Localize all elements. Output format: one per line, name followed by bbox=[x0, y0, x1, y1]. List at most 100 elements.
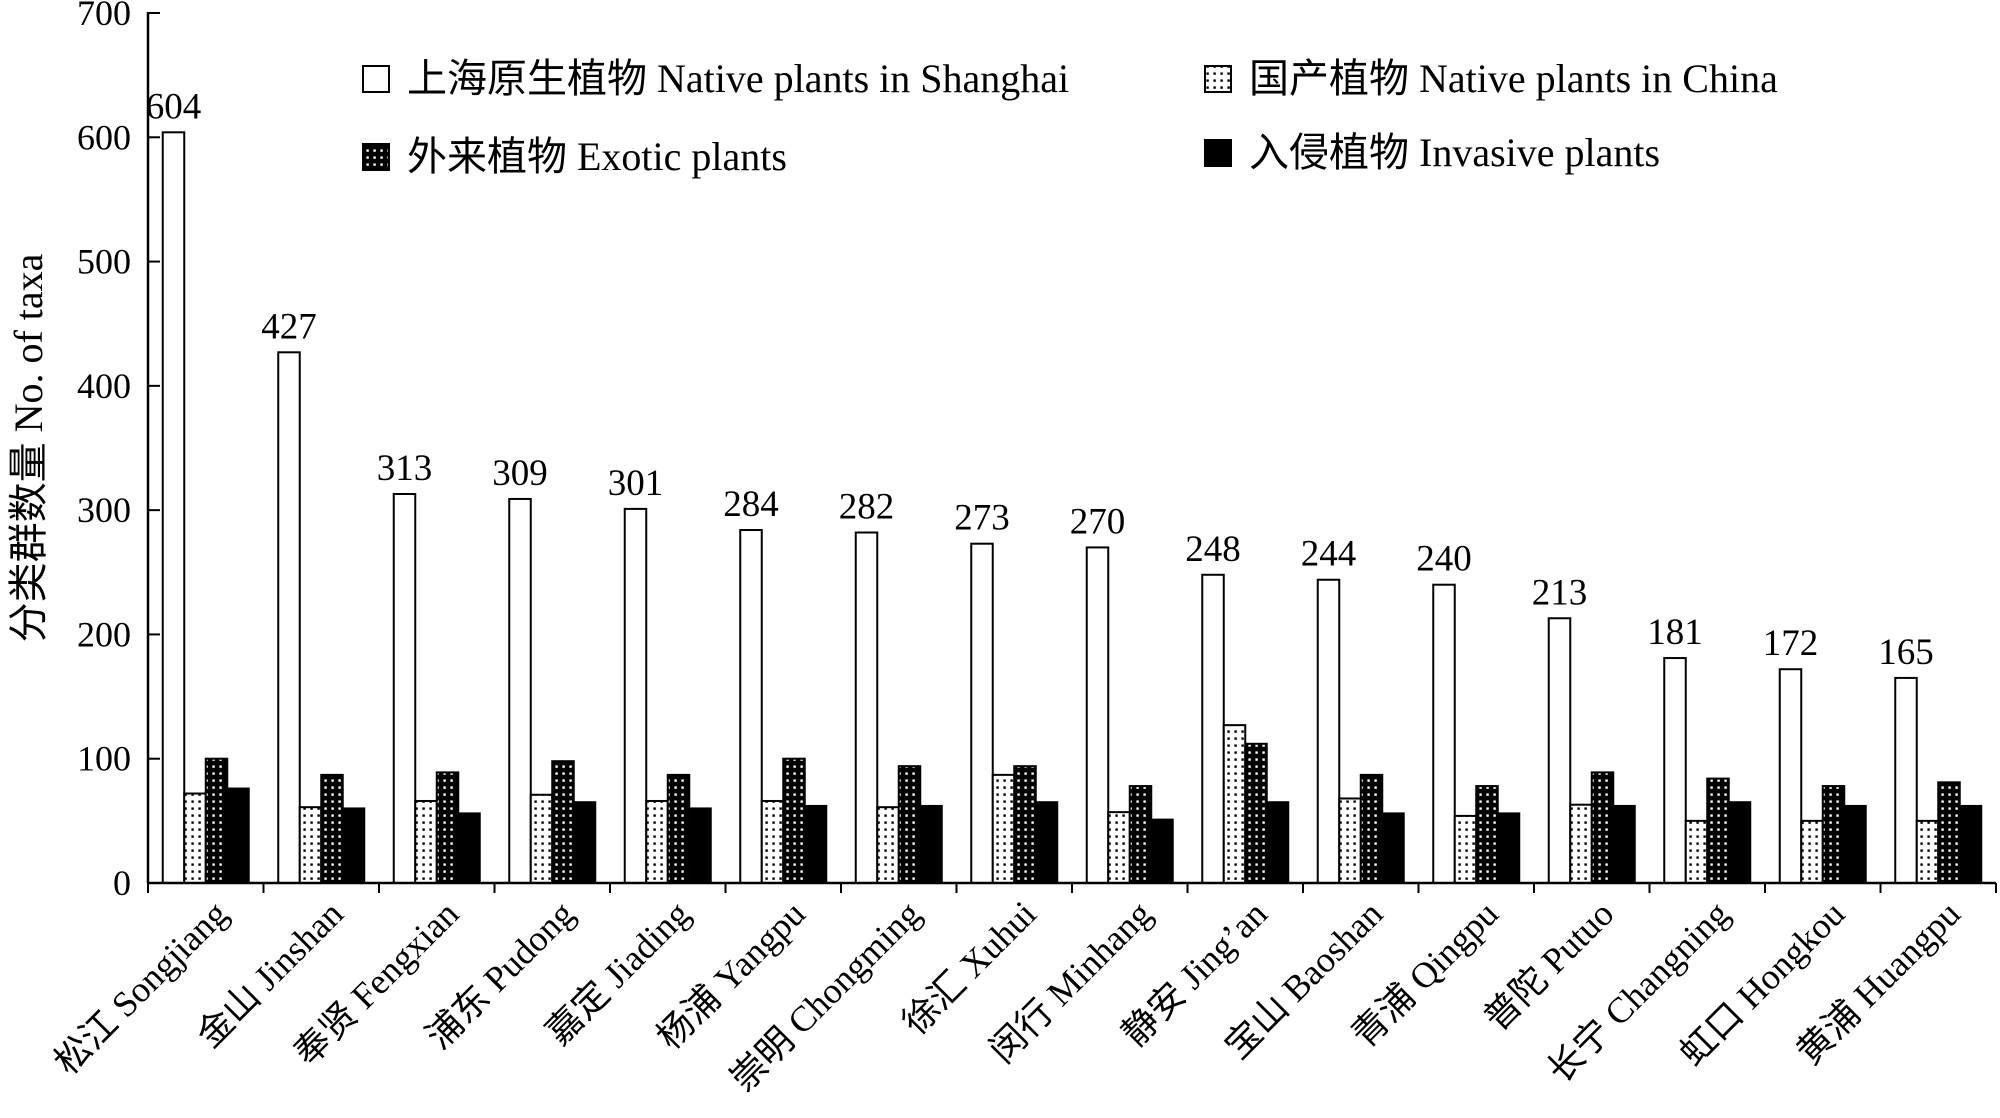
native-china-bar bbox=[1338, 797, 1362, 884]
invasive-bar bbox=[457, 812, 481, 885]
invasive-bar bbox=[688, 807, 712, 884]
data-label: 284 bbox=[723, 484, 779, 525]
exotic-bar bbox=[1475, 785, 1499, 884]
exotic-bar bbox=[1244, 742, 1268, 884]
exotic-bar bbox=[320, 773, 344, 884]
legend-swatch bbox=[362, 143, 390, 171]
legend-swatch bbox=[1204, 65, 1232, 93]
legend-item-native-china: 国产植物 Native plants in China bbox=[1204, 56, 1778, 101]
data-label: 213 bbox=[1532, 572, 1588, 613]
native-shanghai-bar bbox=[1201, 573, 1225, 885]
data-label: 282 bbox=[839, 487, 895, 528]
y-tick-label: 700 bbox=[77, 0, 131, 33]
native-china-bar bbox=[645, 799, 669, 884]
data-labels-layer: 604 427 313 309 301 284 282 273 270 248 244 240 213 1… bbox=[146, 86, 1934, 673]
legend-label: 入侵植物 Invasive plants bbox=[1249, 130, 1660, 175]
legend-item-exotic: 外来植物 Exotic plants bbox=[362, 134, 787, 179]
invasive-bar bbox=[1612, 804, 1636, 884]
exotic-bar bbox=[782, 757, 806, 885]
invasive-bar bbox=[803, 804, 828, 884]
data-label: 427 bbox=[261, 306, 317, 347]
data-label: 165 bbox=[1878, 632, 1934, 673]
legend-item-native-shanghai: 上海原生植物 Native plants in Shanghai bbox=[362, 56, 1069, 101]
invasive-bar bbox=[572, 801, 597, 885]
data-label: 313 bbox=[377, 448, 433, 489]
native-china-bar bbox=[1222, 724, 1247, 884]
legend-swatch bbox=[1204, 139, 1232, 167]
native-china-bar bbox=[1684, 819, 1709, 884]
native-china-bar bbox=[1569, 803, 1593, 885]
data-label: 244 bbox=[1301, 534, 1357, 575]
invasive-bar bbox=[1843, 804, 1867, 884]
invasive-bar bbox=[1150, 818, 1174, 884]
native-shanghai-bar bbox=[508, 497, 532, 884]
exotic-bar bbox=[435, 771, 460, 885]
native-shanghai-bar bbox=[1894, 676, 1918, 884]
native-shanghai-bar bbox=[1432, 583, 1456, 885]
invasive-bar bbox=[1958, 804, 1983, 884]
native-shanghai-bar bbox=[1316, 578, 1341, 884]
exotic-bar bbox=[1821, 785, 1846, 884]
native-china-bar bbox=[760, 799, 785, 884]
data-label: 273 bbox=[954, 498, 1010, 539]
y-tick-label: 100 bbox=[77, 739, 131, 779]
native-shanghai-bar bbox=[1085, 546, 1110, 884]
data-label: 248 bbox=[1185, 529, 1241, 570]
exotic-bar bbox=[666, 773, 691, 884]
invasive-bar bbox=[1496, 812, 1521, 885]
native-shanghai-bar bbox=[1547, 617, 1572, 885]
exotic-bar bbox=[551, 760, 575, 885]
legend-label: 国产植物 Native plants in China bbox=[1249, 56, 1778, 101]
native-shanghai-bar bbox=[970, 542, 994, 884]
native-shanghai-bar bbox=[392, 492, 417, 884]
y-tick-label: 300 bbox=[77, 490, 131, 530]
invasive-bar bbox=[1727, 801, 1752, 885]
legend-item-invasive: 入侵植物 Invasive plants bbox=[1204, 130, 1660, 175]
exotic-bar bbox=[1128, 785, 1153, 884]
data-label: 181 bbox=[1647, 612, 1703, 653]
legend-label: 上海原生植物 Native plants in Shanghai bbox=[407, 56, 1069, 101]
native-shanghai-bar bbox=[739, 529, 763, 885]
native-china-bar bbox=[991, 773, 1016, 884]
y-tick-label: 400 bbox=[77, 366, 131, 406]
x-tick-label: 松江 Songjiang bbox=[47, 893, 236, 1082]
exotic-bar bbox=[204, 757, 229, 885]
exotic-bar bbox=[897, 765, 922, 884]
invasive-bar bbox=[919, 804, 943, 884]
axes: 0 100 200 300 400 500 600 700 bbox=[77, 0, 1997, 903]
legend: 上海原生植物 Native plants in Shanghai 国产植物 Nat… bbox=[362, 56, 1778, 179]
y-tick-label: 0 bbox=[113, 863, 131, 903]
y-tick-label: 500 bbox=[77, 242, 131, 282]
native-china-bar bbox=[1453, 814, 1478, 885]
invasive-bar bbox=[226, 787, 250, 884]
exotic-bar bbox=[1590, 771, 1615, 885]
y-tick-label: 200 bbox=[77, 614, 131, 654]
y-axis-title: 分类群数量 No. of taxa bbox=[6, 253, 51, 642]
native-shanghai-bar bbox=[1778, 668, 1803, 884]
native-china-bar bbox=[183, 792, 207, 885]
exotic-bar bbox=[1706, 777, 1730, 884]
native-china-bar bbox=[529, 793, 554, 885]
native-china-bar bbox=[1107, 811, 1131, 884]
native-china-bar bbox=[1915, 819, 1940, 884]
exotic-bar bbox=[1937, 781, 1961, 885]
y-tick-label: 600 bbox=[77, 117, 131, 157]
native-china-bar bbox=[876, 806, 900, 884]
data-label: 270 bbox=[1070, 501, 1126, 542]
native-china-bar bbox=[1800, 819, 1824, 884]
native-china-bar bbox=[298, 806, 323, 884]
invasive-bar bbox=[341, 807, 366, 884]
invasive-bar bbox=[1265, 801, 1290, 885]
invasive-bar bbox=[1381, 812, 1405, 885]
data-label: 301 bbox=[608, 463, 664, 504]
exotic-bar bbox=[1359, 773, 1384, 884]
native-shanghai-bar bbox=[161, 131, 186, 884]
native-shanghai-bar bbox=[623, 507, 648, 884]
native-shanghai-bar bbox=[854, 531, 879, 884]
native-shanghai-bar bbox=[277, 351, 301, 884]
legend-label: 外来植物 Exotic plants bbox=[407, 134, 787, 179]
data-label: 172 bbox=[1763, 623, 1819, 664]
data-label: 309 bbox=[492, 453, 548, 494]
